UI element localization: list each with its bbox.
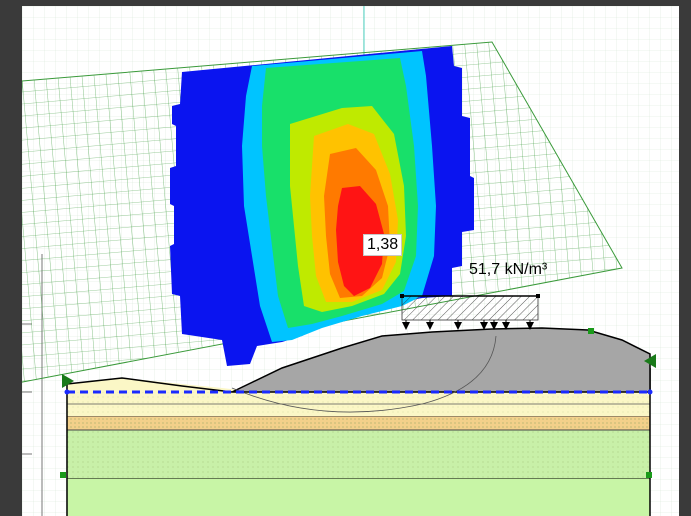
soil-layer-base	[66, 477, 651, 516]
critical-slip-arc	[231, 335, 497, 413]
boundary-markers[interactable]	[60, 328, 656, 478]
ground-surface	[66, 377, 233, 393]
surcharge-load[interactable]	[400, 294, 540, 330]
soil-profile	[66, 368, 651, 516]
model-canvas[interactable]: 1,38 51,7 kN/m³	[22, 6, 679, 516]
safety-factor-label[interactable]: 1,38	[363, 234, 403, 256]
model-viewport[interactable]	[22, 6, 679, 516]
surcharge-value-label[interactable]: 51,7 kN/m³	[469, 261, 548, 278]
safety-factor-contours	[170, 46, 474, 366]
